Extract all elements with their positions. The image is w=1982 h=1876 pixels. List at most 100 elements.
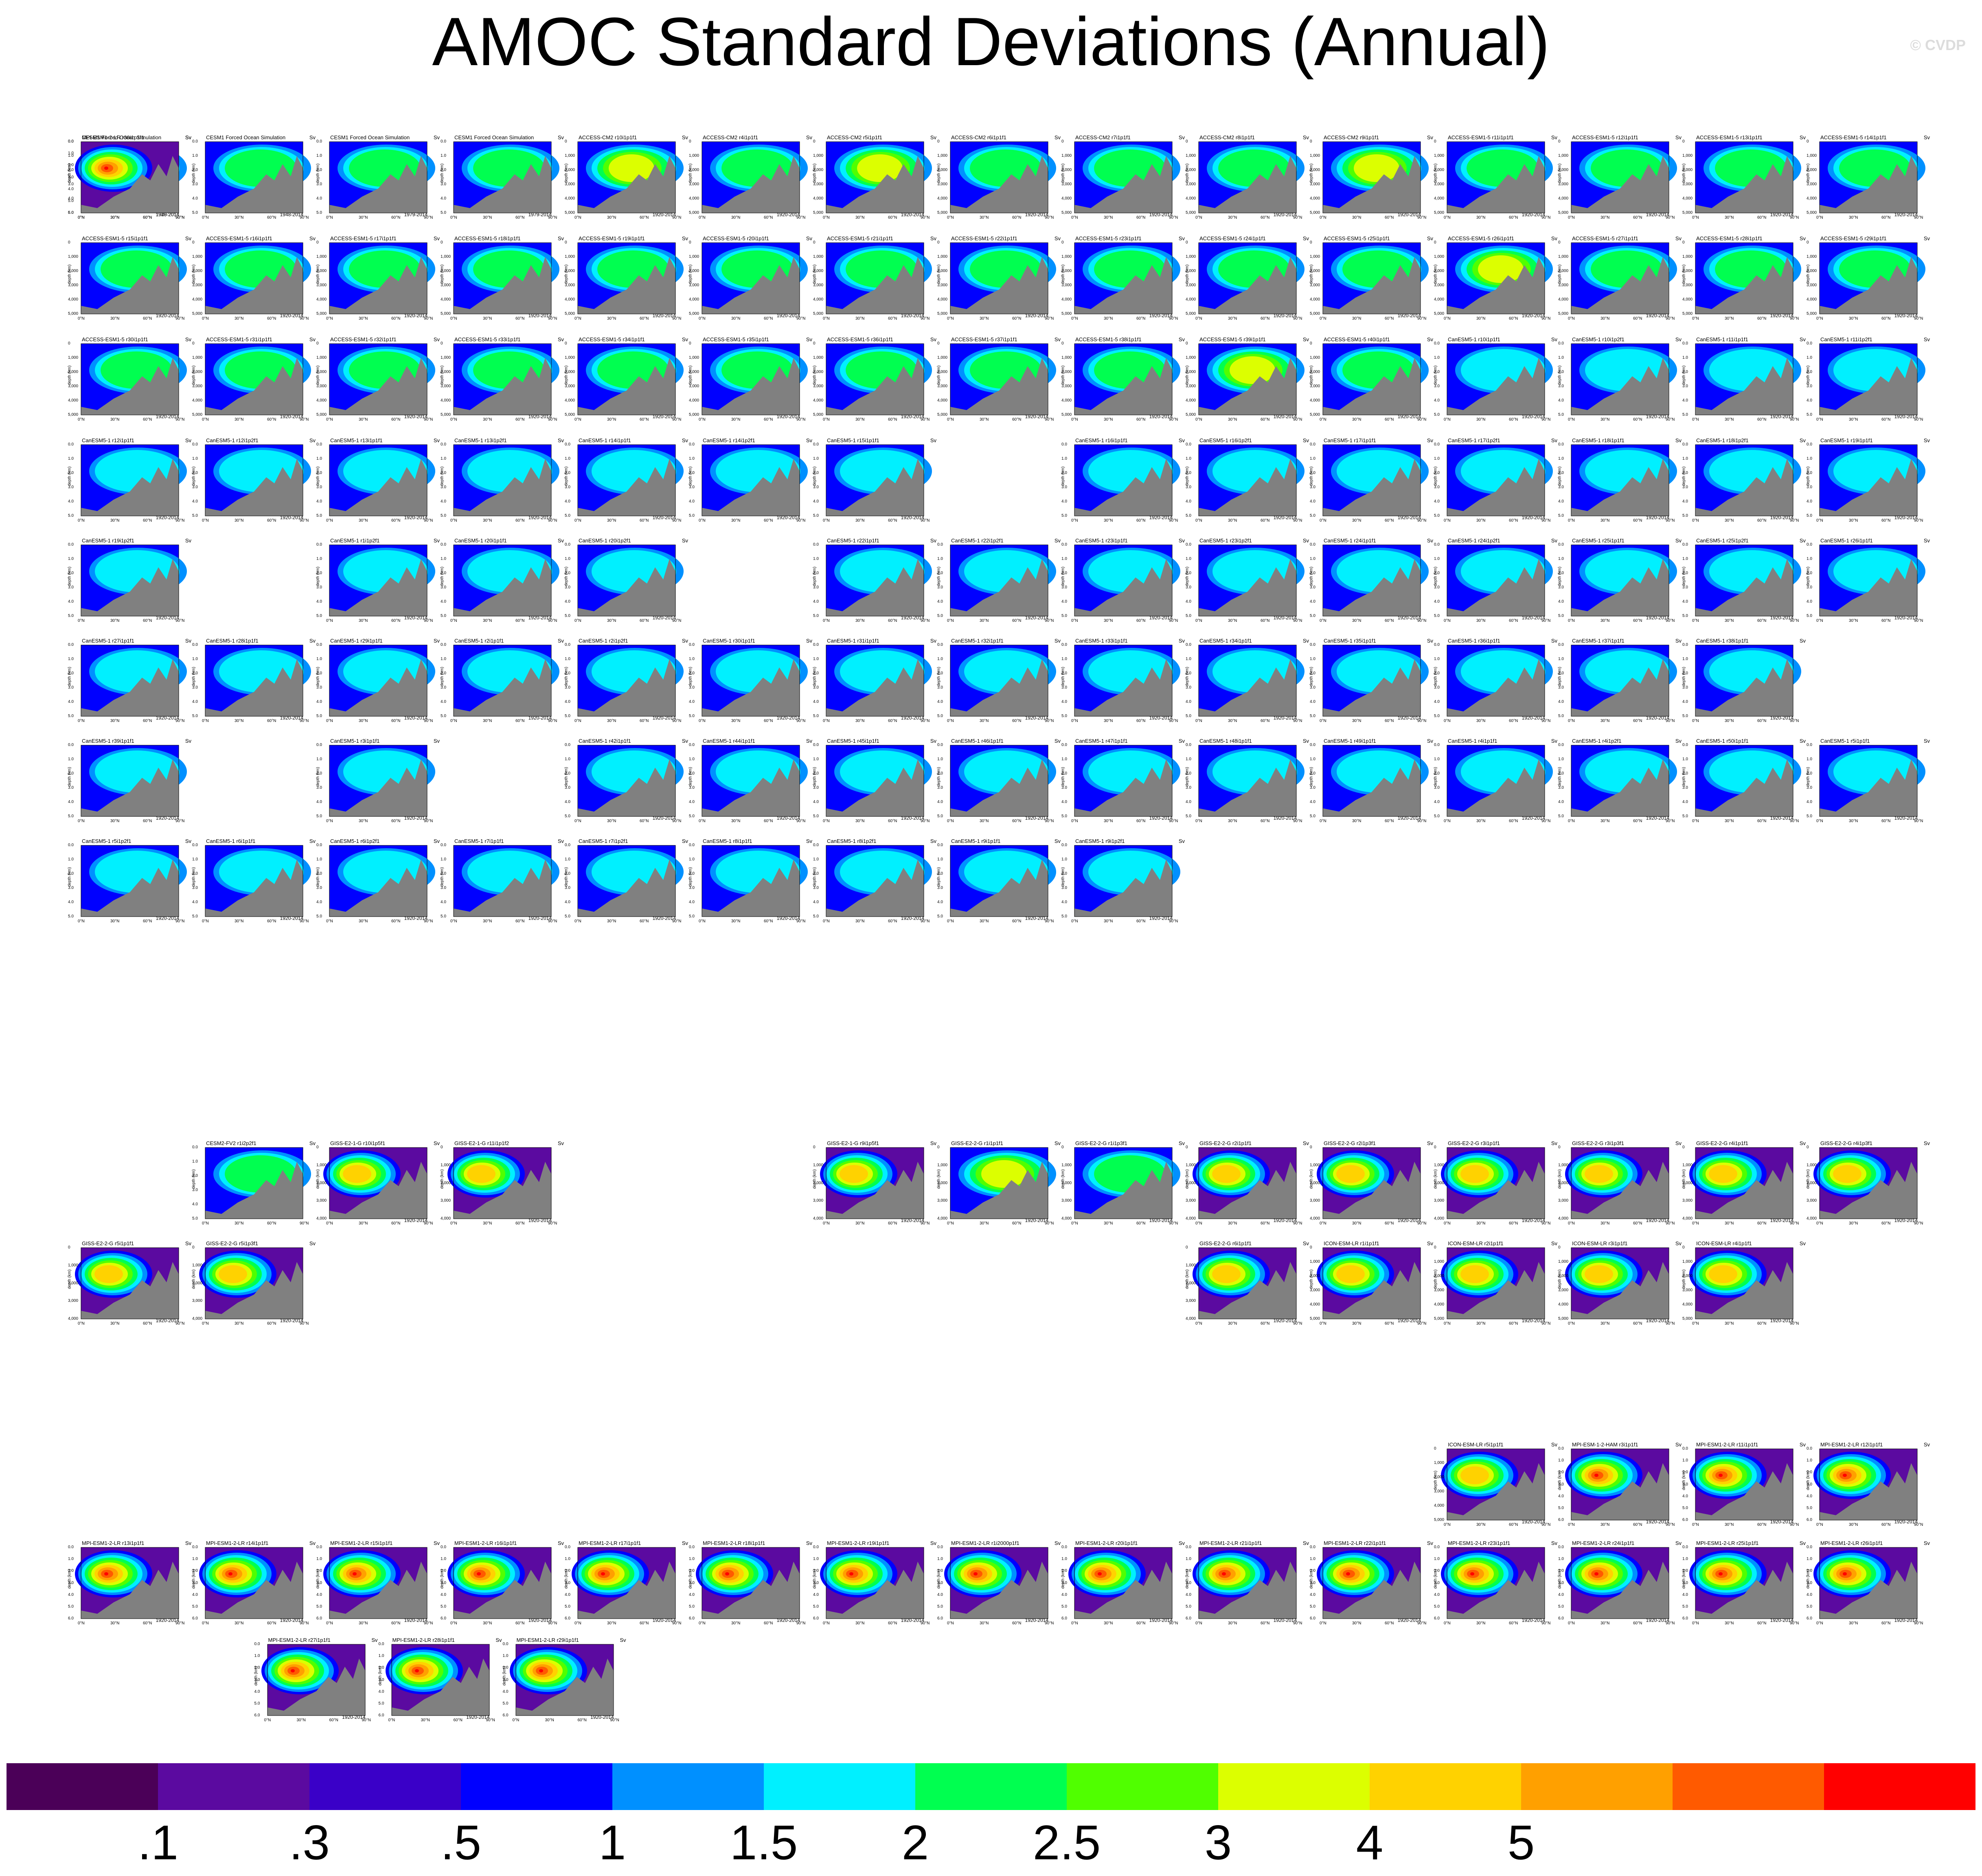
panel-title: ACCESS-CM2 r5i1p1f1	[827, 134, 882, 140]
panel-plot	[1571, 444, 1677, 516]
y-tick-label: 3,000	[441, 283, 451, 287]
x-tick-label: 30°N	[235, 417, 244, 422]
y-tick-label: 0.0	[192, 1545, 198, 1549]
y-tick-label: 4,000	[68, 1316, 79, 1321]
x-tick-label: 90°N	[921, 919, 930, 924]
y-tick-label: 2.0	[1061, 771, 1067, 776]
x-tick-label: 90°N	[1790, 518, 1799, 523]
y-tick-label: 5,000	[565, 312, 575, 316]
bathymetry	[826, 459, 924, 516]
y-tick-label: 0	[316, 240, 319, 245]
y-tick-label: 3.0	[1682, 485, 1688, 489]
y-tick-label: 4.0	[192, 1202, 198, 1207]
panel-dates: 1920-2014	[1149, 212, 1173, 217]
y-tick-label: 2.0	[68, 671, 74, 676]
x-tick-label: 0°N	[1071, 316, 1078, 321]
plot-frame	[702, 141, 800, 213]
panel-units: Sv	[309, 134, 316, 140]
x-tick-label: 0°N	[1816, 619, 1823, 623]
panel-units: Sv	[309, 437, 316, 443]
panel-dates: 1920-2014	[901, 212, 924, 217]
x-tick-label: 0°N	[1071, 417, 1078, 422]
y-tick-label: 0	[937, 139, 940, 144]
y-tick-label: 0.0	[441, 843, 446, 847]
y-tick-label: 5,000	[1434, 1316, 1445, 1321]
panel-dates: 1920-2014	[1894, 515, 1918, 520]
y-tick-label: 5.0	[1061, 814, 1067, 818]
x-tick-label: 0°N	[1444, 518, 1451, 523]
x-tick-label: 60°N	[1633, 215, 1642, 220]
panel-plot	[1813, 1147, 1918, 1219]
y-tick-label: 1.0	[378, 1654, 384, 1659]
bathymetry	[1074, 860, 1172, 917]
panel-title: CanESM5-1 r8i1p2f1	[827, 838, 877, 844]
x-tick-label: 60°N	[391, 719, 401, 723]
plot-frame	[1695, 745, 1793, 817]
y-tick-label: 6.0	[1807, 1518, 1812, 1522]
plot-frame	[1447, 1247, 1545, 1319]
y-tick-label: 3.0	[1558, 485, 1564, 489]
y-tick-label: 5,000	[813, 413, 824, 417]
amoc-panel: ACCESS-ESM1-5 r38i1p1f1 Sv 1920-2014 depth …	[1061, 336, 1189, 432]
panel-plot	[1819, 141, 1925, 213]
amoc-panel: ACCESS-ESM1-5 r23i1p1f1 Sv 1920-2014 depth …	[1061, 235, 1189, 331]
x-tick-label: 60°N	[1757, 1321, 1767, 1326]
y-tick-label: 1,000	[1807, 154, 1817, 158]
y-tick-label: 0.0	[813, 643, 819, 647]
amoc-panel: GISS-E2-2-G r6i1p1f1 Sv 1920-2014 depth (km…	[1185, 1240, 1313, 1336]
plot-frame	[1819, 444, 1918, 516]
y-tick-label: 2.0	[378, 1665, 384, 1670]
y-tick-label: 6.0	[1310, 1616, 1315, 1621]
bathymetry	[205, 459, 303, 516]
bathymetry	[1571, 759, 1669, 816]
x-tick-label: 0°N	[1071, 1621, 1078, 1626]
y-tick-label: 2.0	[813, 1569, 819, 1573]
y-tick-label: 4,000	[1807, 297, 1817, 302]
x-tick-label: 60°N	[143, 719, 152, 723]
y-tick-label: 2,000	[68, 370, 79, 374]
contour-12	[1719, 1572, 1723, 1575]
bathymetry	[702, 1562, 800, 1619]
panel-dates: 1920-2014	[1646, 515, 1669, 520]
y-axis-label: depth (km)	[1309, 1269, 1314, 1289]
contour-12	[104, 167, 108, 170]
panel-plot	[950, 343, 1056, 415]
y-tick-label: 1,000	[68, 355, 79, 360]
y-tick-label: 5,000	[1682, 312, 1693, 316]
amoc-panel: ICON-ESM-LR r1i1p1f1 Sv 1920-2014 depth (km…	[1309, 1240, 1437, 1336]
y-tick-label: 1.0	[192, 1159, 198, 1164]
panel-title: CanESM5-1 r15i1p1f1	[827, 437, 879, 443]
panel-plot	[205, 242, 311, 314]
panel-title: ACCESS-ESM1-5 r13i1p1f1	[1696, 134, 1763, 140]
panel-dates: 1920-2014	[1273, 615, 1297, 621]
panel-dates: 1920-2014	[156, 915, 179, 921]
panel-title: GISS-E2-2-G r6i1p1f1	[1199, 1240, 1252, 1246]
y-tick-label: 1.0	[1807, 1557, 1812, 1562]
x-tick-label: 0°N	[1444, 1621, 1451, 1626]
plot-frame	[329, 343, 428, 415]
x-tick-label: 0°N	[1692, 316, 1699, 321]
y-axis-label: depth (km)	[812, 264, 817, 284]
x-tick-label: 30°N	[855, 518, 865, 523]
y-tick-label: 1,000	[937, 1163, 948, 1167]
amoc-panel: ACCESS-CM2 r4i1p1f1 Sv 1920-2014 depth (km)…	[688, 134, 816, 230]
y-tick-label: 1.0	[1310, 657, 1315, 661]
y-tick-label: 5.0	[937, 614, 943, 618]
bathymetry	[702, 257, 800, 314]
amoc-panel: GISS-E2-2-G r2i1p1f1 Sv 1920-2014 depth (km…	[1185, 1140, 1313, 1236]
y-axis-label: depth (km)	[564, 163, 569, 183]
amoc-panel: CanESM5-1 r20i1p2f1 Sv 1920-2014 depth (km)…	[564, 538, 692, 633]
bathymetry	[950, 257, 1048, 314]
panel-units: Sv	[1054, 336, 1061, 342]
y-tick-label: 5.0	[68, 1604, 74, 1609]
panel-plot	[826, 242, 932, 314]
x-tick-label: 30°N	[483, 1621, 492, 1626]
x-tick-label: 0°N	[1568, 619, 1575, 623]
y-tick-label: 3.0	[1807, 786, 1812, 790]
x-tick-label: 30°N	[731, 417, 741, 422]
panel-title: ACCESS-ESM1-5 r38i1p1f1	[1075, 336, 1142, 342]
y-tick-label: 1.0	[68, 557, 74, 561]
panel-title: CanESM5-1 r20i1p2f1	[579, 538, 631, 544]
x-tick-label: 0°N	[574, 518, 581, 523]
x-tick-label: 60°N	[1385, 619, 1394, 623]
